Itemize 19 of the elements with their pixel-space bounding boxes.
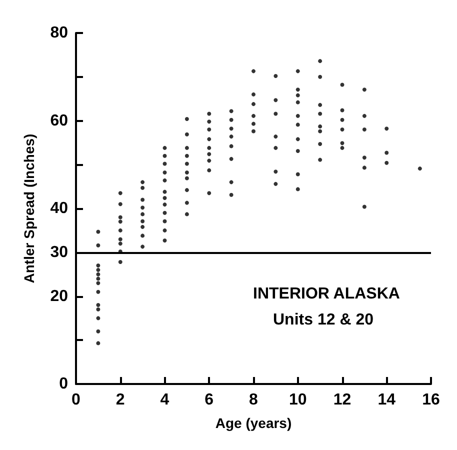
x-axis-title: Age (years)	[215, 415, 292, 431]
x-tick-label: 0	[72, 392, 81, 408]
y-tick-label: 80	[50, 24, 68, 42]
x-tick-label: 16	[422, 392, 440, 408]
x-tick-label: 10	[288, 392, 307, 408]
y-axis-title: Antler Spread (Inches)	[21, 134, 37, 284]
x-tick-label: 4	[160, 392, 170, 408]
y-tick-label: 40	[50, 200, 68, 217]
y-tick-label: 60	[50, 112, 68, 130]
x-tick-label: 2	[116, 392, 125, 408]
x-tick-label: 14	[378, 392, 396, 408]
y-tick-label: 0	[59, 376, 68, 392]
y-tick-label: 30	[50, 244, 68, 261]
y-tick-label: 20	[50, 288, 68, 305]
x-tick-label: 12	[333, 392, 352, 408]
annotation: Units 12 & 20	[273, 312, 374, 328]
x-tick-label: 8	[249, 392, 258, 408]
annotation: INTERIOR ALASKA	[253, 286, 400, 302]
x-tick-label: 6	[204, 392, 214, 408]
